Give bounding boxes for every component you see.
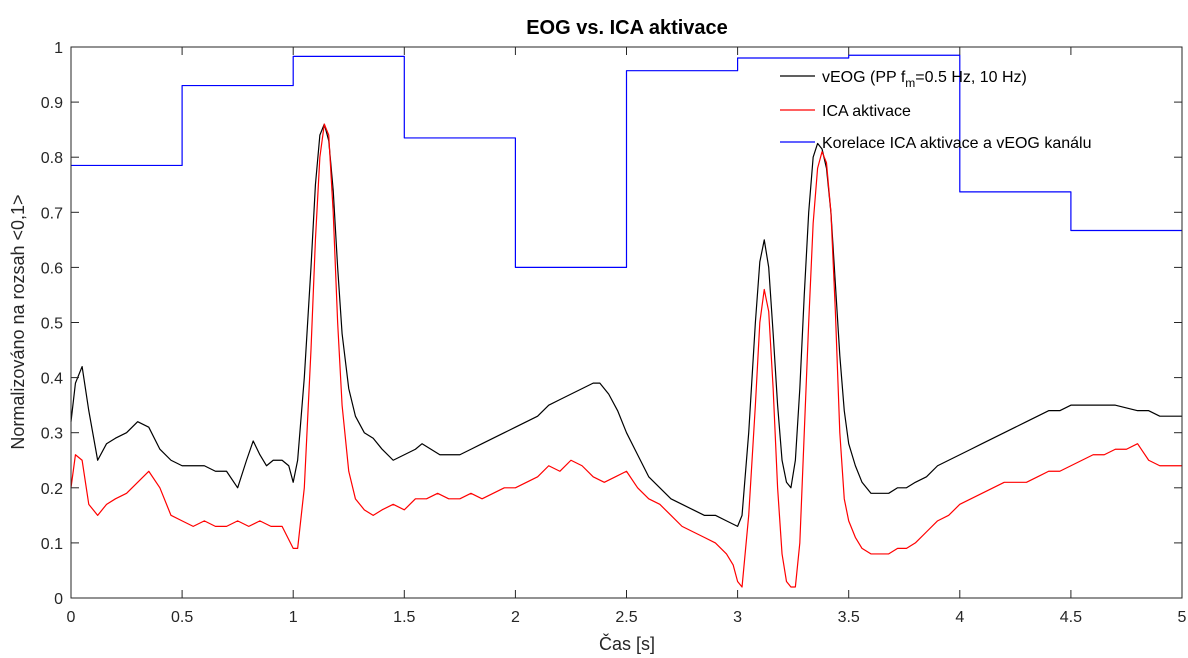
series-line-correlation bbox=[71, 54, 1182, 268]
x-tick-label: 1 bbox=[289, 609, 298, 626]
y-tick-label: 0.2 bbox=[41, 481, 63, 498]
legend-label-ica: ICA aktivace bbox=[822, 103, 911, 120]
x-tick-label: 4.5 bbox=[1060, 609, 1082, 626]
legend: vEOG (PP fm=0.5 Hz, 10 Hz) ICA aktivace … bbox=[780, 69, 1091, 152]
y-tick-label: 1 bbox=[54, 40, 63, 57]
x-tick-label: 5 bbox=[1178, 609, 1187, 626]
x-axis: 0 0.5 1 1.5 2 2.5 3 3.5 4 4.5 5 bbox=[67, 47, 1187, 626]
legend-label-veog-subscript: m bbox=[905, 76, 915, 90]
x-tick-label: 2.5 bbox=[615, 609, 637, 626]
x-tick-label: 3.5 bbox=[838, 609, 860, 626]
x-tick-label: 0.5 bbox=[171, 609, 193, 626]
series-layer bbox=[70, 54, 1182, 588]
x-tick-label: 0 bbox=[67, 609, 76, 626]
series-line-ica bbox=[70, 123, 1182, 588]
series-line-veog bbox=[70, 123, 1182, 527]
x-tick-label: 2 bbox=[511, 609, 520, 626]
y-tick-label: 0 bbox=[54, 591, 63, 608]
legend-label-correlation: Korelace ICA aktivace a vEOG kanálu bbox=[822, 135, 1091, 152]
legend-label-veog-main: vEOG (PP f bbox=[822, 69, 906, 86]
y-axis: 0 0.1 0.2 0.3 0.4 0.5 0.6 0.7 0.8 0.9 1 bbox=[41, 40, 1182, 608]
y-tick-label: 0.4 bbox=[41, 371, 63, 388]
y-tick-label: 0.3 bbox=[41, 426, 63, 443]
y-tick-label: 0.5 bbox=[41, 316, 63, 333]
x-tick-label: 3 bbox=[733, 609, 742, 626]
x-tick-label: 4 bbox=[955, 609, 964, 626]
x-tick-label: 1.5 bbox=[393, 609, 415, 626]
y-tick-label: 0.9 bbox=[41, 95, 63, 112]
y-tick-label: 0.1 bbox=[41, 536, 63, 553]
chart-title: EOG vs. ICA aktivace bbox=[526, 17, 728, 39]
y-tick-label: 0.8 bbox=[41, 150, 63, 167]
x-axis-label: Čas [s] bbox=[599, 633, 655, 654]
y-tick-label: 0.6 bbox=[41, 260, 63, 277]
legend-label-veog-suffix: =0.5 Hz, 10 Hz) bbox=[915, 69, 1027, 86]
y-axis-label: Normalizováno na rozsah <0,1> bbox=[8, 194, 28, 449]
legend-label-veog: vEOG (PP fm=0.5 Hz, 10 Hz) bbox=[822, 69, 1027, 90]
y-tick-label: 0.7 bbox=[41, 205, 63, 222]
